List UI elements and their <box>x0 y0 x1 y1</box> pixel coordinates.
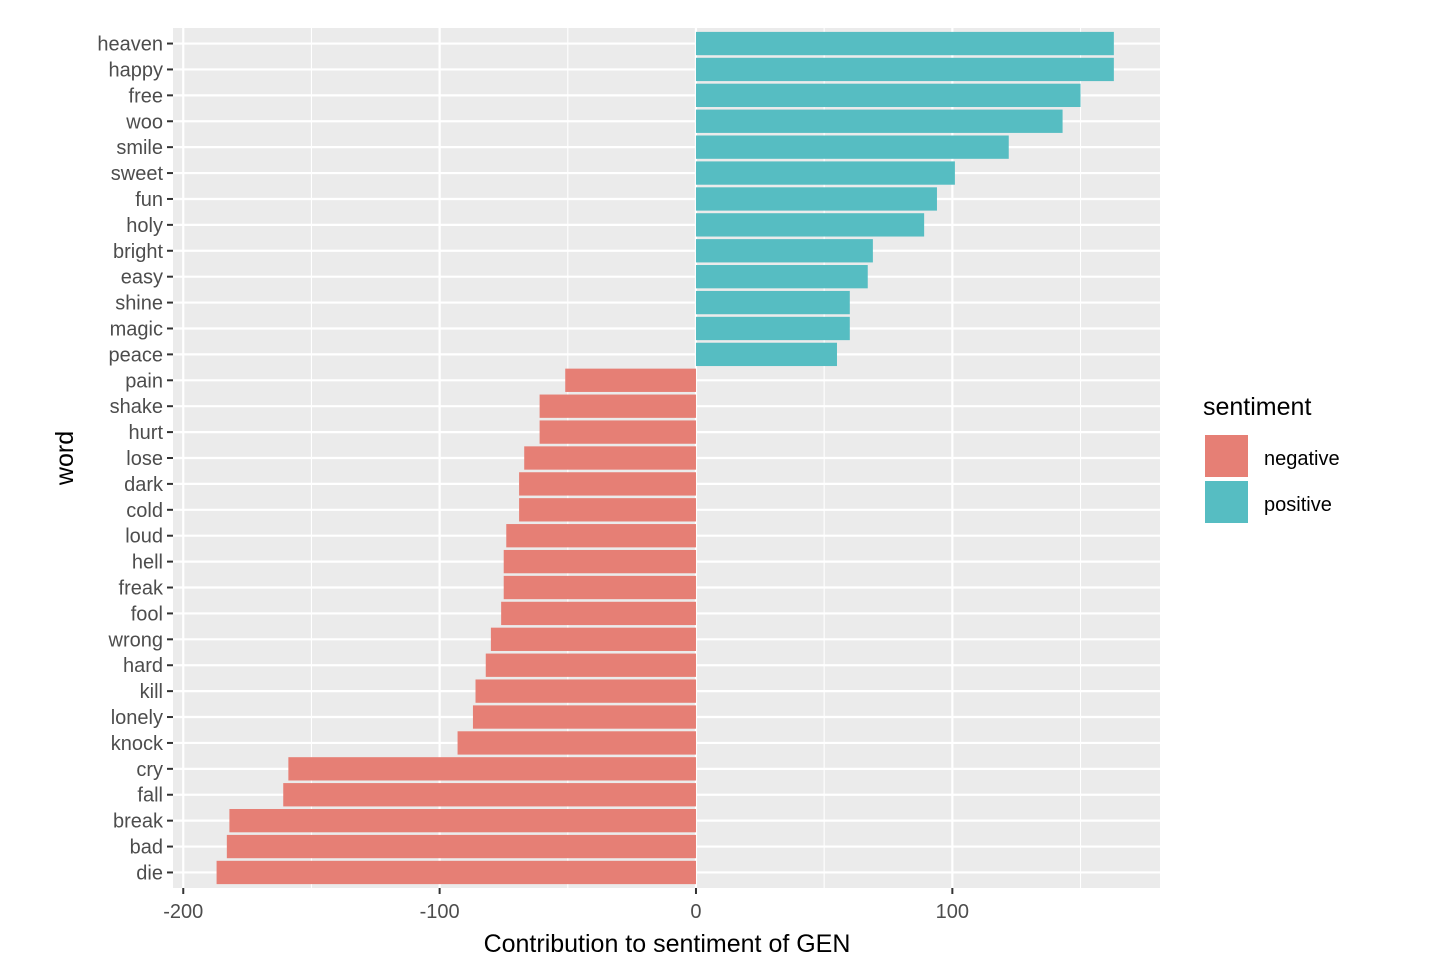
bar-loud <box>506 524 696 548</box>
bar-wrong <box>490 627 696 651</box>
y-tick-label: sweet <box>111 163 164 185</box>
y-axis-title: word <box>51 431 79 486</box>
x-tick-label: 100 <box>936 901 969 923</box>
y-tick-label: hard <box>123 655 163 677</box>
bar-hurt <box>539 420 696 444</box>
y-tick-label: happy <box>109 59 164 81</box>
bar-hard <box>485 653 696 677</box>
legend-label-positive: positive <box>1264 494 1332 516</box>
y-tick-label: magic <box>110 318 163 340</box>
y-tick-label: lonely <box>111 707 163 729</box>
y-axis: heaven happy free woo smile sweet fun holy brigh… <box>97 34 173 884</box>
bar-free <box>695 83 1081 108</box>
bar-shine <box>695 290 850 315</box>
y-tick-label: loud <box>125 526 163 548</box>
y-tick-label: pain <box>125 370 163 392</box>
bar-bright <box>695 239 873 263</box>
y-tick-label: wrong <box>108 629 163 651</box>
bar-easy <box>695 265 868 289</box>
y-tick-label: fool <box>131 603 163 625</box>
y-tick-label: cry <box>136 759 163 781</box>
y-tick-label: hurt <box>129 422 164 444</box>
x-axis: -200 -100 0 100 <box>163 888 969 923</box>
bar-magic <box>695 316 850 341</box>
bar-pain <box>565 368 696 392</box>
legend: sentiment negative positive <box>1203 393 1340 523</box>
bar-die <box>216 860 696 885</box>
y-tick-label: woo <box>125 111 163 133</box>
y-tick-label: shine <box>115 293 163 315</box>
bar-woo <box>695 109 1063 133</box>
y-tick-label: dark <box>124 474 164 496</box>
y-tick-label: knock <box>111 733 164 755</box>
y-tick-label: die <box>136 862 163 884</box>
y-tick-label: kill <box>140 681 163 703</box>
y-tick-label: peace <box>109 344 164 366</box>
bar-heaven <box>695 31 1114 56</box>
bar-sweet <box>695 161 955 185</box>
y-tick-label: fall <box>137 785 163 807</box>
x-axis-title: Contribution to sentiment of GEN <box>484 930 851 958</box>
y-tick-label: shake <box>110 396 163 418</box>
bar-cry <box>288 757 696 781</box>
y-tick-label: smile <box>116 137 163 159</box>
y-tick-label: bad <box>130 837 163 859</box>
y-tick-label: bright <box>113 241 163 263</box>
bars <box>216 31 1114 885</box>
legend-title: sentiment <box>1203 393 1311 421</box>
bar-happy <box>695 57 1114 82</box>
bar-fool <box>501 601 696 626</box>
y-tick-label: cold <box>126 500 163 522</box>
bar-hell <box>503 549 696 574</box>
legend-key-negative <box>1205 435 1248 477</box>
legend-label-negative: negative <box>1264 448 1340 470</box>
x-tick-label: -100 <box>420 901 460 923</box>
legend-key-positive <box>1205 481 1248 523</box>
bar-break <box>229 808 696 833</box>
y-tick-label: freak <box>119 578 164 600</box>
bar-smile <box>695 135 1009 159</box>
y-tick-label: break <box>113 811 164 833</box>
bar-knock <box>457 731 696 755</box>
bar-dark <box>519 472 696 496</box>
y-tick-label: holy <box>126 215 163 237</box>
y-tick-label: lose <box>126 448 163 470</box>
x-tick-label: -200 <box>163 901 203 923</box>
bar-shake <box>539 394 696 418</box>
bar-holy <box>695 213 925 237</box>
bar-lonely <box>472 705 696 729</box>
bar-fun <box>695 187 937 211</box>
bar-bad <box>226 834 696 859</box>
bar-fall <box>283 783 696 807</box>
bar-kill <box>475 679 696 703</box>
x-tick-label: 0 <box>690 901 701 923</box>
y-tick-label: easy <box>121 267 163 289</box>
bar-lose <box>524 446 696 470</box>
y-tick-label: free <box>129 85 163 107</box>
y-tick-label: fun <box>135 189 163 211</box>
bar-peace <box>695 342 837 367</box>
y-tick-label: hell <box>132 552 163 574</box>
y-tick-label: heaven <box>97 34 163 56</box>
bar-cold <box>519 498 696 522</box>
bar-freak <box>503 575 696 600</box>
